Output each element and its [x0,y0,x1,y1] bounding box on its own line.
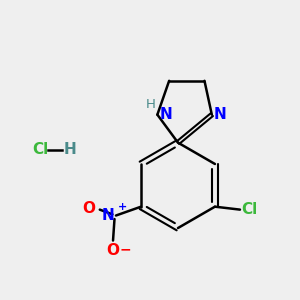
Text: Cl: Cl [242,202,258,217]
Text: N: N [102,208,115,223]
Text: Cl: Cl [32,142,49,158]
Text: −: − [119,242,131,256]
Text: N: N [213,107,226,122]
Text: O: O [106,244,119,259]
Text: N: N [159,107,172,122]
Text: H: H [63,142,76,158]
Text: H: H [146,98,156,111]
Text: +: + [117,202,127,212]
Text: O: O [82,201,95,216]
